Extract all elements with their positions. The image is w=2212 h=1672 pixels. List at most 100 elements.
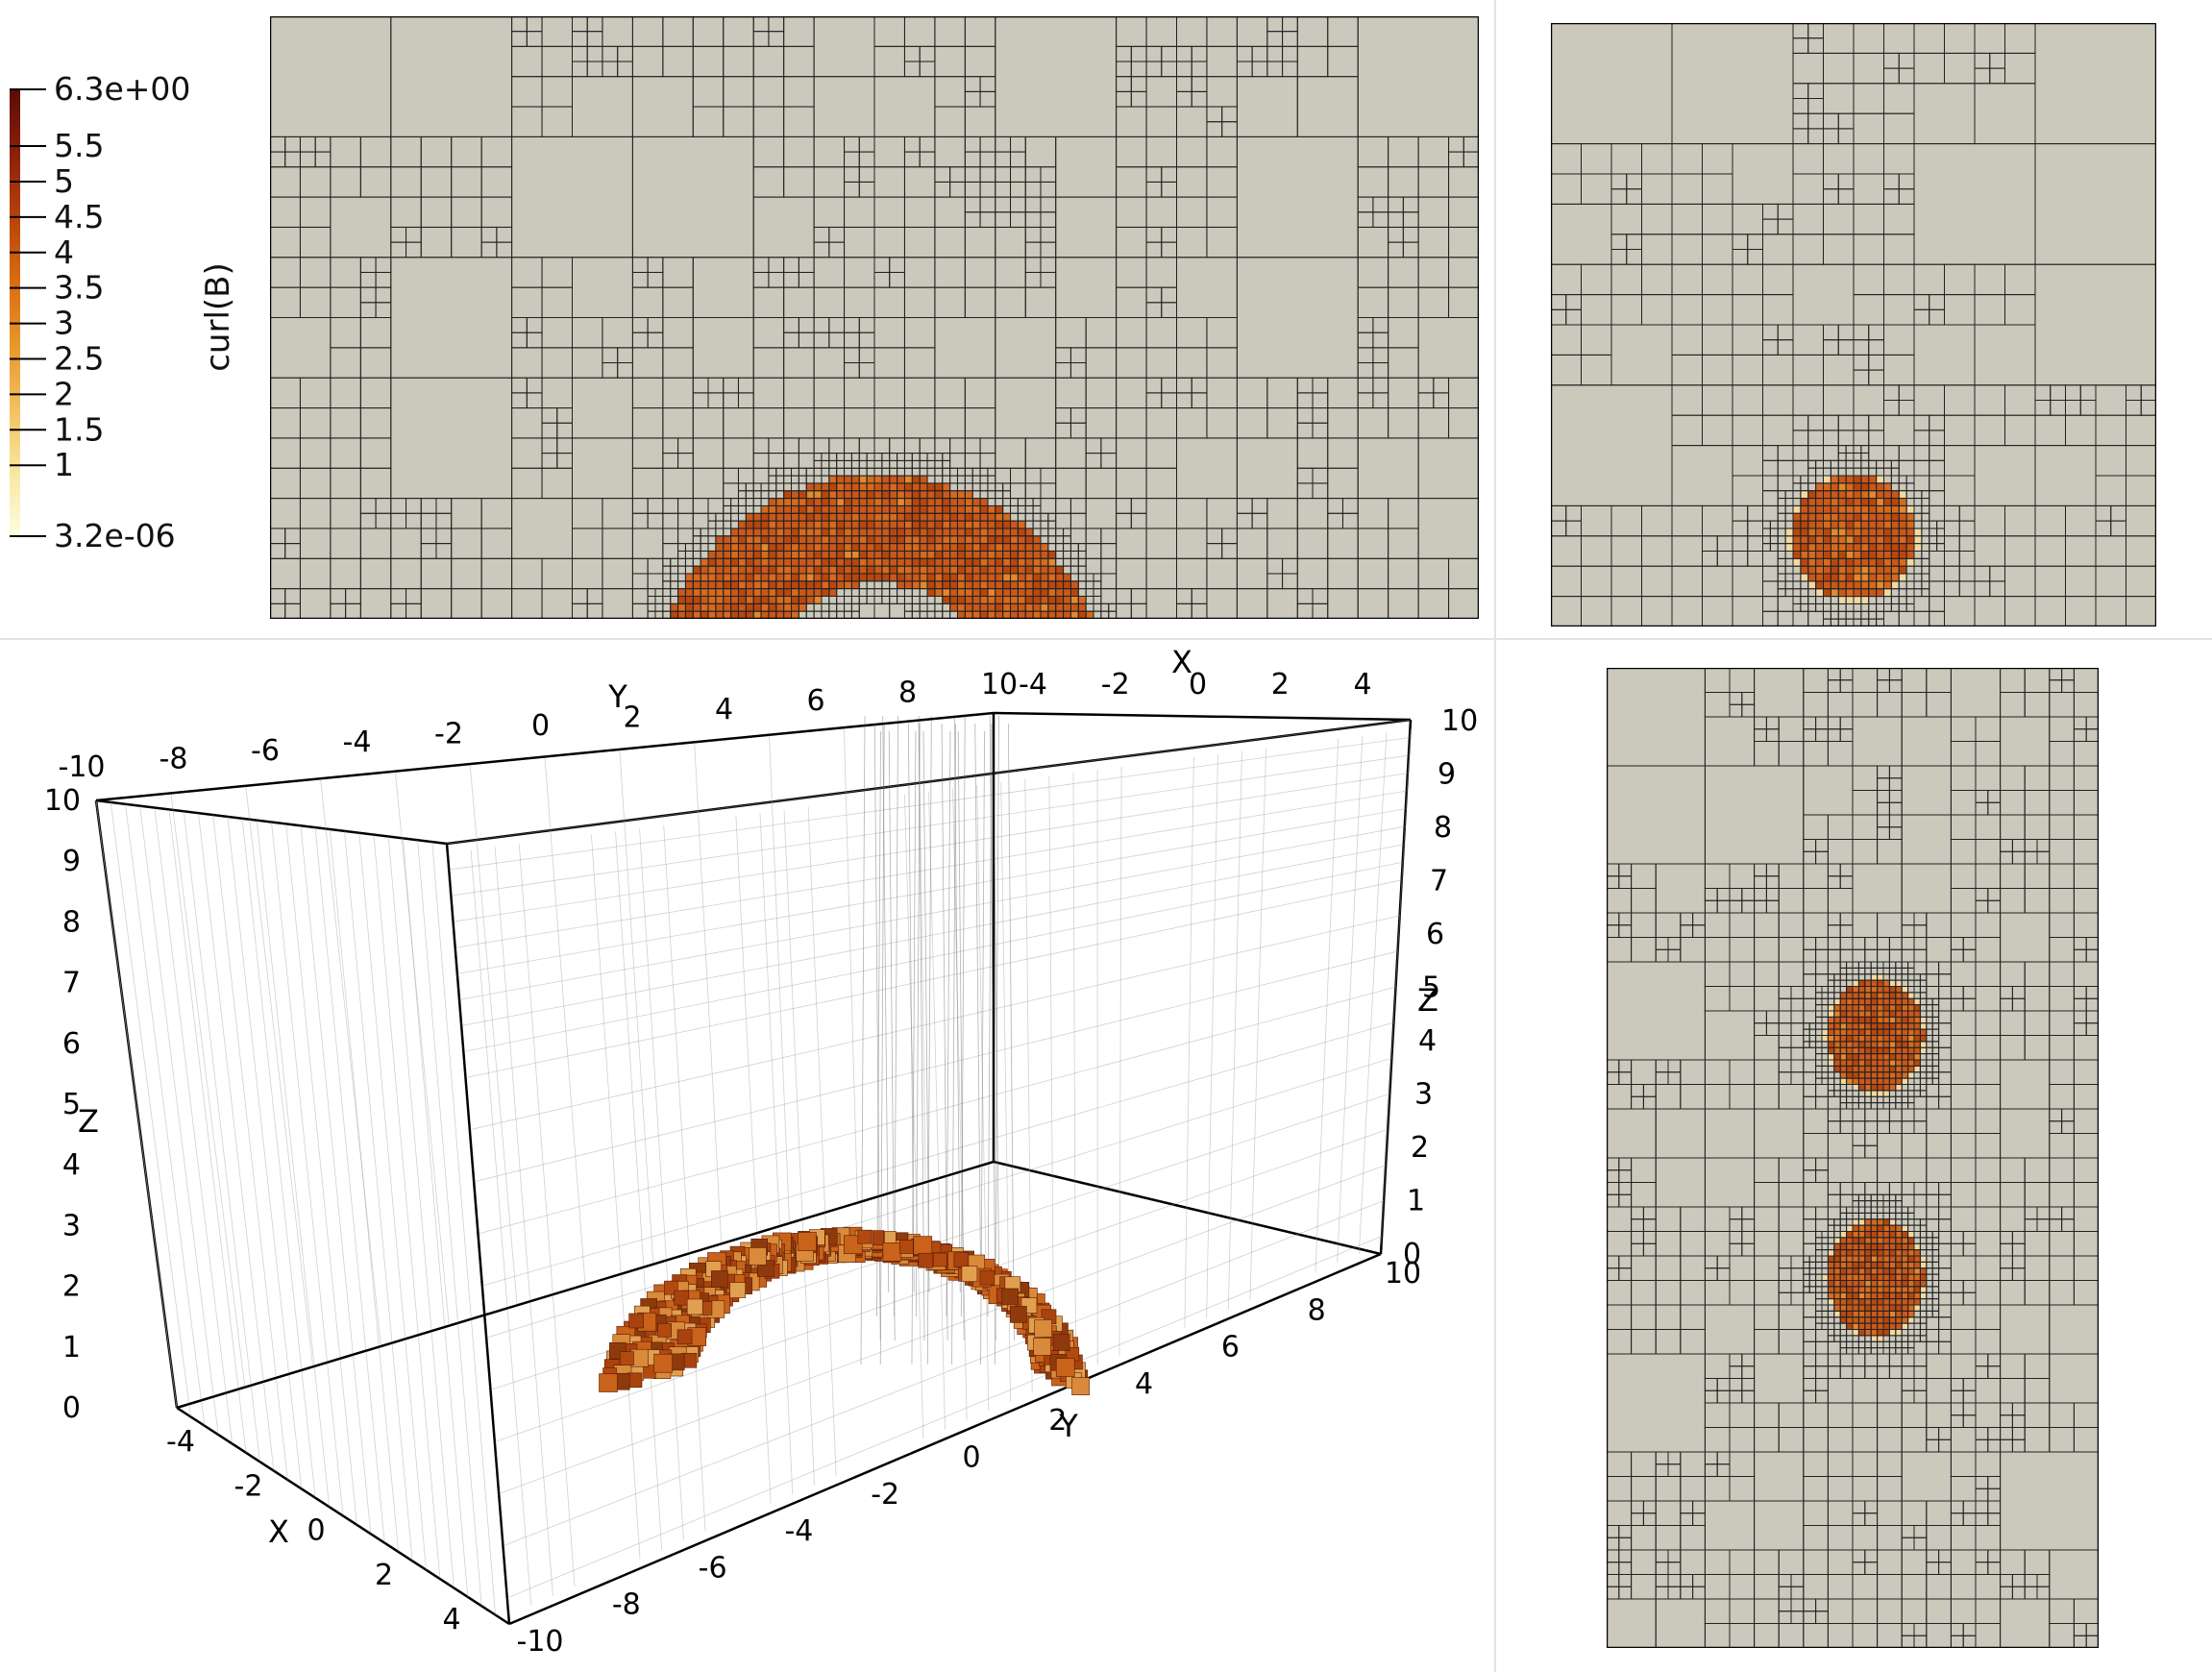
mesh-cell-filled (1871, 1286, 1878, 1293)
mesh-cell-filled (761, 588, 769, 597)
mesh-cell-filled (738, 535, 747, 544)
mesh-cell-filled (1883, 1280, 1890, 1287)
mesh-cell-filled (1876, 551, 1884, 559)
mesh-cell-filled (685, 603, 694, 612)
mesh-cell-filled (814, 482, 822, 491)
mesh-cell-filled (1902, 1243, 1908, 1250)
mesh-cell-filled (1920, 1267, 1927, 1275)
colorbar-tick-label: 2 (54, 375, 74, 412)
mesh-cell-filled (1033, 573, 1041, 581)
mesh-cell-filled (1889, 1084, 1896, 1091)
mesh-cell-filled (1902, 1231, 1908, 1238)
mesh-cell-filled (1838, 476, 1847, 483)
mesh-cell-filled (836, 513, 845, 522)
mesh-cell-filled (1858, 1066, 1865, 1072)
mesh-cell-filled (1055, 596, 1064, 604)
mesh-cell-filled (1070, 611, 1079, 619)
mesh-cell-filled (1063, 580, 1071, 589)
mesh-cell-filled (1018, 566, 1026, 574)
mesh-cell-filled (912, 543, 921, 552)
mesh-cell-filled (1846, 1029, 1853, 1036)
mesh-cell-filled (1871, 1329, 1878, 1336)
mesh-cell-halo (1877, 973, 1883, 981)
mesh-cell-filled (1800, 528, 1808, 536)
mesh-cell-filled (821, 498, 829, 506)
mesh-cell-filled (775, 558, 784, 567)
mesh-cell-filled (927, 482, 935, 491)
mesh-cell-filled (814, 551, 822, 559)
mesh-cell-filled (761, 528, 769, 536)
mesh-cell-filled (1833, 1053, 1841, 1060)
mesh-cell-filled (814, 498, 822, 506)
mesh-cell-filled (775, 566, 784, 574)
divider-horizontal (0, 638, 2212, 640)
mesh-cell-filled (1828, 1280, 1834, 1287)
mesh-cell-filled (1864, 998, 1872, 1005)
mesh-cell-filled (1871, 1017, 1878, 1023)
mesh-cell-filled (791, 580, 799, 589)
mesh-cell-filled (1877, 1237, 1883, 1244)
mesh-cell-filled (1063, 596, 1071, 604)
mesh-cell-filled (972, 603, 981, 612)
mesh-cell-filled (1833, 1022, 1841, 1030)
mesh-cell-filled (1858, 1329, 1865, 1336)
mesh-cell-filled (828, 551, 837, 559)
mesh-grid (270, 16, 1479, 619)
mesh-cell-filled (1883, 986, 1890, 993)
mesh-cell-filled (957, 573, 966, 581)
mesh-cell-halo (1833, 1311, 1841, 1317)
mesh-cell-halo (1853, 1084, 1859, 1091)
mesh-cell-filled (1840, 992, 1847, 999)
mesh-cell-filled (828, 535, 837, 544)
mesh-cell-filled (859, 513, 868, 522)
mesh-cell-filled (1871, 1047, 1878, 1054)
mesh-cell-filled (972, 528, 981, 536)
mesh-cell-filled (942, 588, 950, 597)
mesh-cell-halo (1800, 490, 1808, 499)
slice-bottom-right-svg (1607, 668, 2099, 1648)
mesh-cell-filled (957, 543, 966, 552)
mesh-cell-filled (1860, 558, 1869, 567)
mesh-cell-filled (814, 573, 822, 581)
mesh-cell-filled (1831, 521, 1839, 529)
mesh-cell-filled (1833, 1029, 1841, 1036)
mesh-cell-filled (799, 566, 807, 574)
mesh-cell-filled (1846, 1243, 1853, 1250)
mesh-cell-filled (1858, 1231, 1865, 1238)
mesh-cell-filled (912, 482, 921, 491)
mesh-cell-filled (1891, 521, 1900, 529)
mesh-cell-filled (980, 573, 988, 581)
mesh-cell-filled (942, 535, 950, 544)
mesh-cell-filled (1002, 521, 1011, 529)
mesh-cell-filled (1889, 1292, 1896, 1299)
mesh-cell-filled (987, 543, 995, 552)
mesh-cell-filled (1891, 558, 1900, 567)
mesh-cell-filled (1854, 476, 1861, 483)
mesh-cell-halo (1871, 1335, 1878, 1342)
mesh-cell-filled (1047, 611, 1056, 619)
mesh-cell-filled (836, 573, 845, 581)
mesh-cell-filled (1002, 513, 1011, 522)
mesh-cell-filled (912, 476, 921, 483)
mesh-cell-filled (957, 521, 966, 529)
mesh-cell-filled (957, 580, 966, 589)
mesh-cell-filled (1853, 1311, 1859, 1317)
colorbar-tick-label: 4 (54, 234, 74, 271)
mesh-cell-filled (1860, 528, 1869, 536)
mesh-cell-filled (1895, 1243, 1903, 1250)
mesh-cell-filled (1070, 588, 1079, 597)
mesh-cell-filled (1070, 580, 1079, 589)
mesh-cell-filled (965, 528, 973, 536)
mesh-cell-filled (897, 535, 905, 544)
mesh-cell-filled (1883, 1231, 1890, 1238)
mesh-cell-filled (723, 596, 731, 604)
mesh-cell-filled (1840, 998, 1847, 1005)
mesh-cell-filled (1853, 1286, 1859, 1293)
mesh-cell-filled (1823, 528, 1831, 536)
mesh-cell-filled (1860, 566, 1869, 575)
mesh-cell-filled (1877, 1249, 1883, 1256)
mesh-cell-filled (1871, 1231, 1878, 1238)
mesh-cell-filled (806, 596, 815, 604)
mesh-cell-filled (1868, 513, 1877, 522)
mesh-cell-filled (889, 490, 897, 499)
